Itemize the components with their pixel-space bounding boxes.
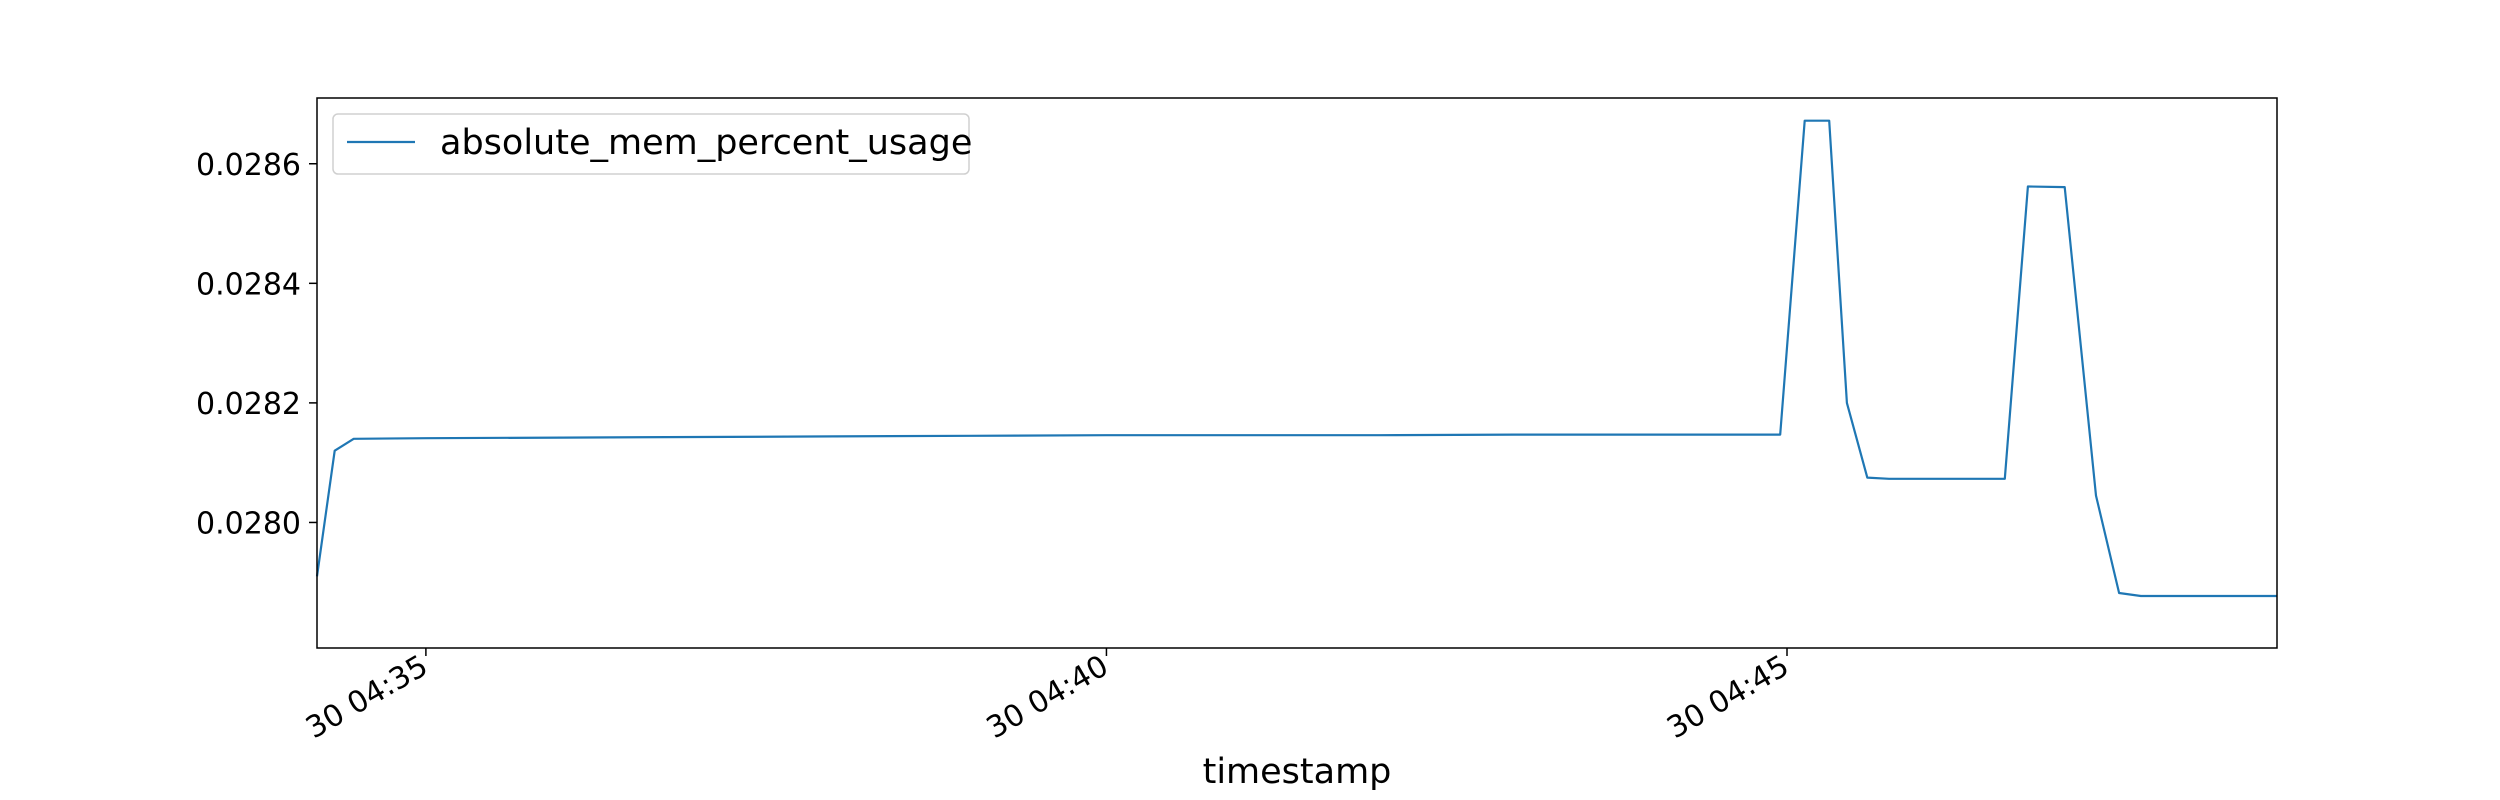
plot-frame	[316, 97, 2278, 649]
x-tick-label: 30 04:40	[981, 649, 1115, 746]
series-line-absolute-mem-percent-usage	[315, 119, 2277, 598]
x-axis-title: timestamp	[1203, 752, 1392, 792]
y-tick-label: 0.0284	[196, 267, 301, 302]
plot-area	[317, 98, 2277, 648]
y-tick-label: 0.0286	[196, 148, 301, 183]
legend: absolute_mem_percent_usage	[332, 113, 972, 175]
x-tick-label: 30 04:35	[300, 649, 434, 746]
x-axis-ticks: 30 04:35 30 04:40 30 04:45	[300, 648, 1795, 746]
legend-box	[332, 113, 970, 175]
y-axis-ticks: 0.0280 0.0282 0.0284 0.0286	[196, 148, 317, 541]
x-tick-label: 30 04:45	[1661, 649, 1795, 746]
legend-label: absolute_mem_percent_usage	[440, 123, 972, 163]
y-tick-label: 0.0280	[196, 506, 301, 541]
y-tick-label: 0.0282	[196, 387, 301, 422]
